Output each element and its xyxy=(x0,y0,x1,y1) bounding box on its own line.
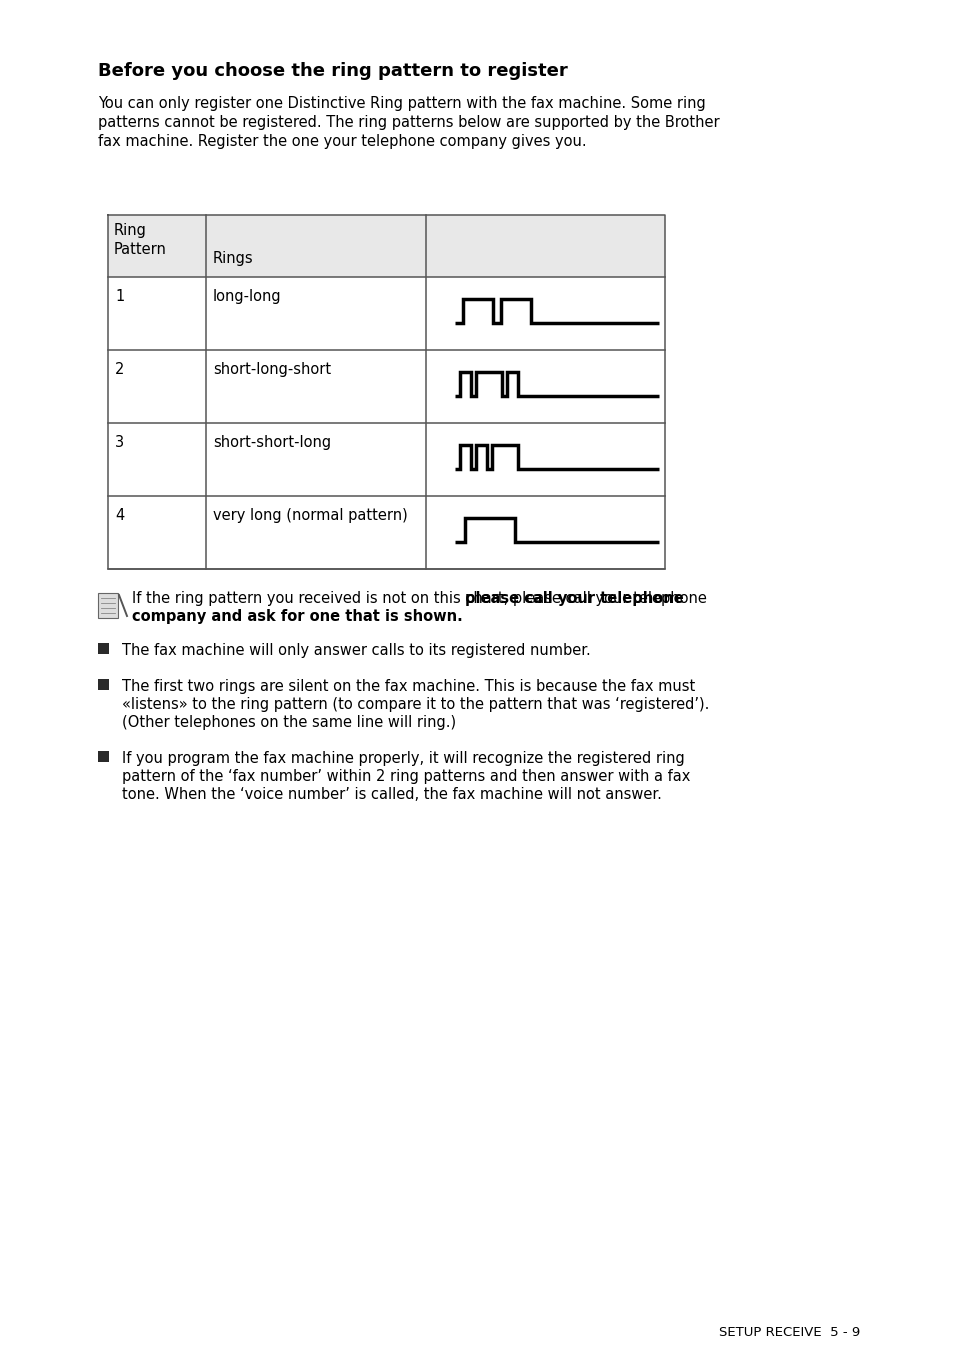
Text: pattern of the ‘fax number’ within 2 ring patterns and then answer with a fax: pattern of the ‘fax number’ within 2 rin… xyxy=(122,769,690,784)
Bar xyxy=(98,679,109,690)
Text: If you program the fax machine properly, it will recognize the registered ring: If you program the fax machine properly,… xyxy=(122,750,684,767)
Text: company and ask for one that is shown.: company and ask for one that is shown. xyxy=(132,608,462,625)
Text: fax machine. Register the one your telephone company gives you.: fax machine. Register the one your telep… xyxy=(98,134,586,149)
Bar xyxy=(98,594,118,618)
Text: 1: 1 xyxy=(115,289,124,304)
Text: Pattern: Pattern xyxy=(113,242,167,257)
Bar xyxy=(98,750,109,763)
Text: The first two rings are silent on the fax machine. This is because the fax must: The first two rings are silent on the fa… xyxy=(122,679,695,694)
Text: short-long-short: short-long-short xyxy=(213,362,331,377)
Text: 4: 4 xyxy=(115,508,124,523)
Text: please call your telephone: please call your telephone xyxy=(464,591,682,606)
Text: The fax machine will only answer calls to its registered number.: The fax machine will only answer calls t… xyxy=(122,644,590,658)
Text: (Other telephones on the same line will ring.): (Other telephones on the same line will … xyxy=(122,715,456,730)
Bar xyxy=(98,644,109,654)
Text: very long (normal pattern): very long (normal pattern) xyxy=(213,508,407,523)
Text: tone. When the ‘voice number’ is called, the fax machine will not answer.: tone. When the ‘voice number’ is called,… xyxy=(122,787,661,802)
Text: «listens» to the ring pattern (to compare it to the pattern that was ‘registered: «listens» to the ring pattern (to compar… xyxy=(122,698,709,713)
Text: short-short-long: short-short-long xyxy=(213,435,331,450)
Text: 3: 3 xyxy=(115,435,124,450)
Text: long-long: long-long xyxy=(213,289,281,304)
Text: You can only register one Distinctive Ring pattern with the fax machine. Some ri: You can only register one Distinctive Ri… xyxy=(98,96,705,111)
Text: Before you choose the ring pattern to register: Before you choose the ring pattern to re… xyxy=(98,62,567,80)
Text: patterns cannot be registered. The ring patterns below are supported by the Brot: patterns cannot be registered. The ring … xyxy=(98,115,719,130)
Bar xyxy=(108,215,664,277)
Text: Ring: Ring xyxy=(113,223,147,238)
Text: SETUP RECEIVE  5 - 9: SETUP RECEIVE 5 - 9 xyxy=(718,1326,859,1338)
Text: 2: 2 xyxy=(115,362,124,377)
Text: Rings: Rings xyxy=(213,251,253,266)
Text: If the ring pattern you received is not on this chart, please call your telephon: If the ring pattern you received is not … xyxy=(132,591,706,606)
